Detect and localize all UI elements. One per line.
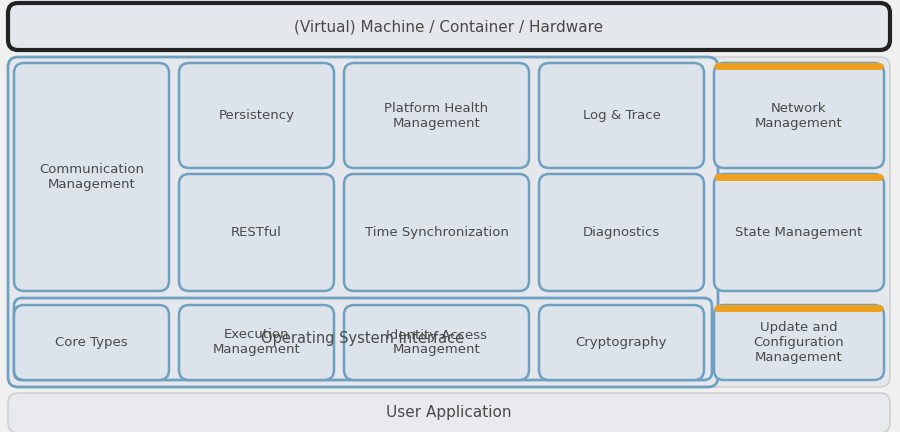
Text: Identity Access
Management: Identity Access Management xyxy=(386,328,487,356)
FancyBboxPatch shape xyxy=(344,305,529,380)
Text: Update and
Configuration
Management: Update and Configuration Management xyxy=(753,321,844,364)
FancyBboxPatch shape xyxy=(714,174,884,181)
FancyBboxPatch shape xyxy=(344,63,529,168)
Text: State Management: State Management xyxy=(735,226,862,239)
FancyBboxPatch shape xyxy=(14,298,712,380)
Text: Communication
Management: Communication Management xyxy=(39,163,144,191)
Text: Persistency: Persistency xyxy=(219,109,294,122)
FancyBboxPatch shape xyxy=(179,174,334,291)
FancyBboxPatch shape xyxy=(14,63,169,291)
FancyBboxPatch shape xyxy=(714,174,884,291)
Text: Cryptography: Cryptography xyxy=(576,336,667,349)
FancyBboxPatch shape xyxy=(8,57,890,387)
FancyBboxPatch shape xyxy=(8,393,890,432)
Text: Time Synchronization: Time Synchronization xyxy=(364,226,508,239)
FancyBboxPatch shape xyxy=(344,174,529,291)
FancyBboxPatch shape xyxy=(714,305,884,312)
FancyBboxPatch shape xyxy=(539,305,704,380)
Text: Network
Management: Network Management xyxy=(755,102,843,130)
FancyBboxPatch shape xyxy=(179,63,334,168)
FancyBboxPatch shape xyxy=(714,63,884,168)
FancyBboxPatch shape xyxy=(8,57,718,387)
Text: Execution
Management: Execution Management xyxy=(212,328,301,356)
Text: RESTful: RESTful xyxy=(231,226,282,239)
FancyBboxPatch shape xyxy=(539,63,704,168)
Text: User Application: User Application xyxy=(386,406,512,420)
Text: Diagnostics: Diagnostics xyxy=(583,226,660,239)
Text: Log & Trace: Log & Trace xyxy=(582,109,661,122)
FancyBboxPatch shape xyxy=(714,305,884,380)
Text: (Virtual) Machine / Container / Hardware: (Virtual) Machine / Container / Hardware xyxy=(294,19,604,34)
Text: Operating System Interface: Operating System Interface xyxy=(261,331,464,346)
FancyBboxPatch shape xyxy=(14,305,169,380)
Text: Platform Health
Management: Platform Health Management xyxy=(384,102,489,130)
FancyBboxPatch shape xyxy=(714,63,884,70)
FancyBboxPatch shape xyxy=(8,3,890,50)
Text: Core Types: Core Types xyxy=(55,336,128,349)
FancyBboxPatch shape xyxy=(179,305,334,380)
FancyBboxPatch shape xyxy=(539,174,704,291)
